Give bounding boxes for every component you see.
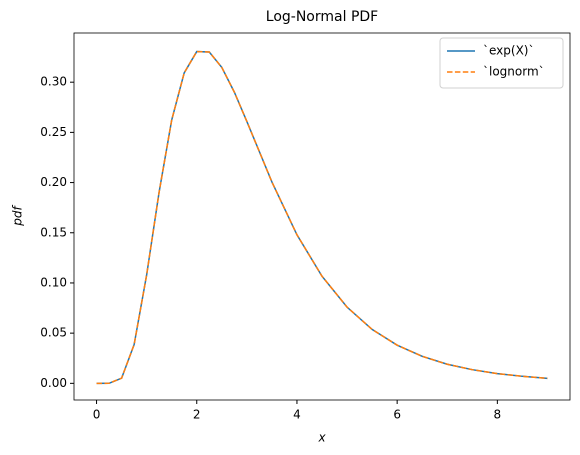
y-tick-label: 0.20 <box>40 175 67 189</box>
y-tick-label: 0.05 <box>40 326 67 340</box>
x-tick-label: 2 <box>193 408 201 422</box>
series-line <box>96 50 548 385</box>
x-tick-label: 8 <box>494 408 502 422</box>
chart-title: Log-Normal PDF <box>266 9 378 25</box>
y-tick-label: 0.10 <box>40 275 67 289</box>
x-tick-label: 0 <box>93 408 101 422</box>
plot-frame <box>73 32 571 401</box>
y-axis-label: pdf <box>11 205 25 227</box>
series-line <box>96 50 548 385</box>
legend-label: `lognorm` <box>483 65 545 79</box>
y-tick-label: 0.15 <box>40 225 67 239</box>
y-tick-label: 0.30 <box>40 75 67 89</box>
x-tick-label: 4 <box>293 408 301 422</box>
y-tick-label: 0.25 <box>40 125 67 139</box>
y-tick-label: 0.00 <box>40 376 67 390</box>
x-axis-label: x <box>317 431 326 445</box>
legend-label: `exp(X)` <box>483 44 534 58</box>
x-tick-label: 6 <box>393 408 401 422</box>
